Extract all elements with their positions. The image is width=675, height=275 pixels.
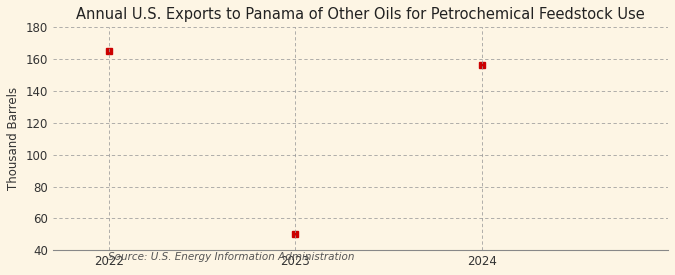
Y-axis label: Thousand Barrels: Thousand Barrels [7,87,20,190]
Text: Source: U.S. Energy Information Administration: Source: U.S. Energy Information Administ… [108,252,354,262]
Title: Annual U.S. Exports to Panama of Other Oils for Petrochemical Feedstock Use: Annual U.S. Exports to Panama of Other O… [76,7,645,22]
